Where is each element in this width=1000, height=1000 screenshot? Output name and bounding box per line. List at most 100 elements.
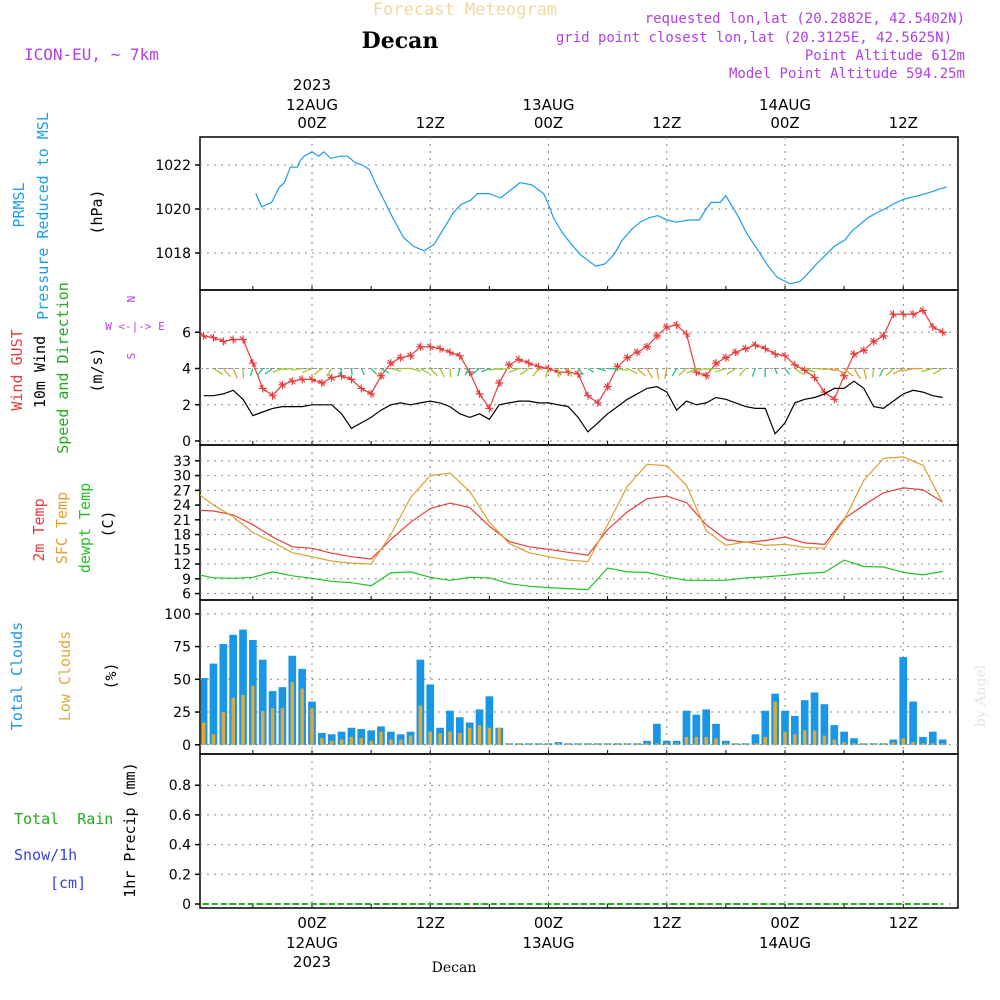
wind-direction-arrow xyxy=(853,368,862,380)
wind-direction-arrow xyxy=(420,367,430,375)
gust-marker xyxy=(731,348,740,357)
total-cloud-bar xyxy=(820,704,829,745)
gust-marker xyxy=(229,335,238,344)
low-cloud-bar xyxy=(842,742,846,745)
wind-direction-arrow xyxy=(481,367,490,373)
low-cloud-bar xyxy=(891,742,896,745)
gust-marker xyxy=(712,359,721,368)
top-time-label-0: 2023 xyxy=(293,76,331,94)
gust-marker xyxy=(475,389,484,398)
clouds-unit: (%) xyxy=(102,662,120,689)
low-cloud-bar xyxy=(418,705,423,745)
low-cloud-bar xyxy=(507,743,511,745)
gust-marker xyxy=(347,375,356,384)
low-cloud-bar xyxy=(369,740,373,745)
requested-coords: requested lon,lat (20.2882E, 42.5402N) xyxy=(645,11,965,27)
temperature-ytick-label: 15 xyxy=(173,542,191,558)
bottom-time-label-0: 00Z xyxy=(770,914,799,932)
low-cloud-bar xyxy=(536,743,541,745)
temperature-ytick-label: 6 xyxy=(182,587,191,603)
total-cloud-bar xyxy=(682,710,691,745)
gust-marker xyxy=(810,373,819,382)
precip-label-rain: Total Rain xyxy=(14,810,113,828)
low-cloud-bar xyxy=(743,743,748,745)
precip-ytick-label: 0.2 xyxy=(169,867,191,883)
wind-direction-arrow xyxy=(350,368,353,375)
bottom-time-label-1: 14AUG xyxy=(759,934,811,952)
wind-label-2: 10m Wind xyxy=(31,336,49,408)
total-cloud-bar xyxy=(662,740,671,745)
gust-marker xyxy=(859,346,868,355)
wind-direction-arrow xyxy=(921,367,933,373)
low-cloud-bar xyxy=(802,730,807,745)
temperature-ytick-label: 24 xyxy=(173,498,191,514)
wind-direction-arrow xyxy=(313,367,323,376)
pressure-label-1: PRMSL xyxy=(10,182,28,227)
wind-label-1: Wind GUST xyxy=(8,329,26,410)
gust-marker xyxy=(603,382,612,391)
low-cloud-bar xyxy=(467,727,472,745)
wind-direction-arrow xyxy=(567,368,573,378)
wind-ytick-label: 4 xyxy=(182,362,191,378)
low-cloud-bar xyxy=(901,738,905,745)
gust-marker xyxy=(445,348,454,357)
pressure-panel-labels: PRMSL Pressure Reduced to MSL (hPa) xyxy=(10,112,106,320)
low-cloud-bar xyxy=(349,736,354,745)
wind-direction-arrow xyxy=(636,368,646,377)
precip-unit: 1hr Precip (mm) xyxy=(121,762,139,897)
wind-direction-arrow xyxy=(249,368,254,377)
low-cloud-bar xyxy=(329,740,334,745)
gust-marker xyxy=(426,342,435,351)
wind-direction-arrow xyxy=(272,367,283,373)
model-label: ICON-EU, ~ 7km xyxy=(24,45,159,64)
wind-direction-arrow xyxy=(370,368,378,375)
gust-marker xyxy=(505,360,514,369)
low-cloud-bar xyxy=(477,725,482,745)
wind-direction-arrow xyxy=(784,368,791,375)
wind-direction-arrow xyxy=(390,367,402,372)
temperature-ytick-label: 33 xyxy=(173,454,191,470)
total-cloud-bar xyxy=(672,740,681,745)
low-cloud-bar xyxy=(862,743,866,745)
total-cloud-bar xyxy=(239,629,247,745)
wind-ytick-label: 2 xyxy=(182,398,191,414)
gust-marker xyxy=(248,359,257,368)
wind-direction-arrow xyxy=(714,367,727,373)
wind-direction-arrow xyxy=(617,367,628,372)
total-cloud-bar xyxy=(209,663,218,745)
total-cloud-bar xyxy=(800,700,809,745)
gust-marker xyxy=(574,369,583,378)
wind-direction-arrow xyxy=(325,368,333,377)
total-cloud-bar xyxy=(643,740,651,745)
gust-marker xyxy=(771,350,780,358)
low-cloud-bar xyxy=(635,743,639,745)
panel-clouds: 0 25 50 75 100 xyxy=(164,599,959,755)
bottom-time-label-1: 12AUG xyxy=(286,934,338,952)
wind-direction-arrow xyxy=(878,368,885,377)
total-cloud-bar xyxy=(919,736,927,745)
wind-direction-arrow xyxy=(264,367,273,375)
low-cloud-bar xyxy=(320,738,324,745)
bottom-time-label-0: 00Z xyxy=(297,914,326,932)
gust-marker xyxy=(918,306,927,315)
wind-direction-arrow xyxy=(885,368,894,377)
total-cloud-bar xyxy=(761,710,770,745)
low-cloud-bar xyxy=(586,743,590,745)
gust-marker xyxy=(879,331,888,340)
low-cloud-bar xyxy=(290,681,295,745)
wind-direction-arrow xyxy=(751,368,757,377)
gust-marker xyxy=(800,366,809,375)
wind-direction-arrow xyxy=(508,367,520,373)
low-cloud-bar xyxy=(724,743,728,745)
bottom-time-label-0: 12Z xyxy=(889,914,918,932)
panels: 1018102010220246691215182124273033025507… xyxy=(155,136,959,913)
wind-direction-arrow xyxy=(380,367,390,374)
gust-marker xyxy=(367,389,376,398)
bottom-time-label-2: 2023 xyxy=(293,953,331,971)
gust-marker xyxy=(593,398,602,407)
temp-label-3: dewpt Temp xyxy=(76,483,94,573)
total-cloud-bar xyxy=(938,739,947,745)
gust-marker xyxy=(396,353,405,362)
low-cloud-bar xyxy=(379,731,383,745)
low-cloud-bar xyxy=(911,742,915,745)
